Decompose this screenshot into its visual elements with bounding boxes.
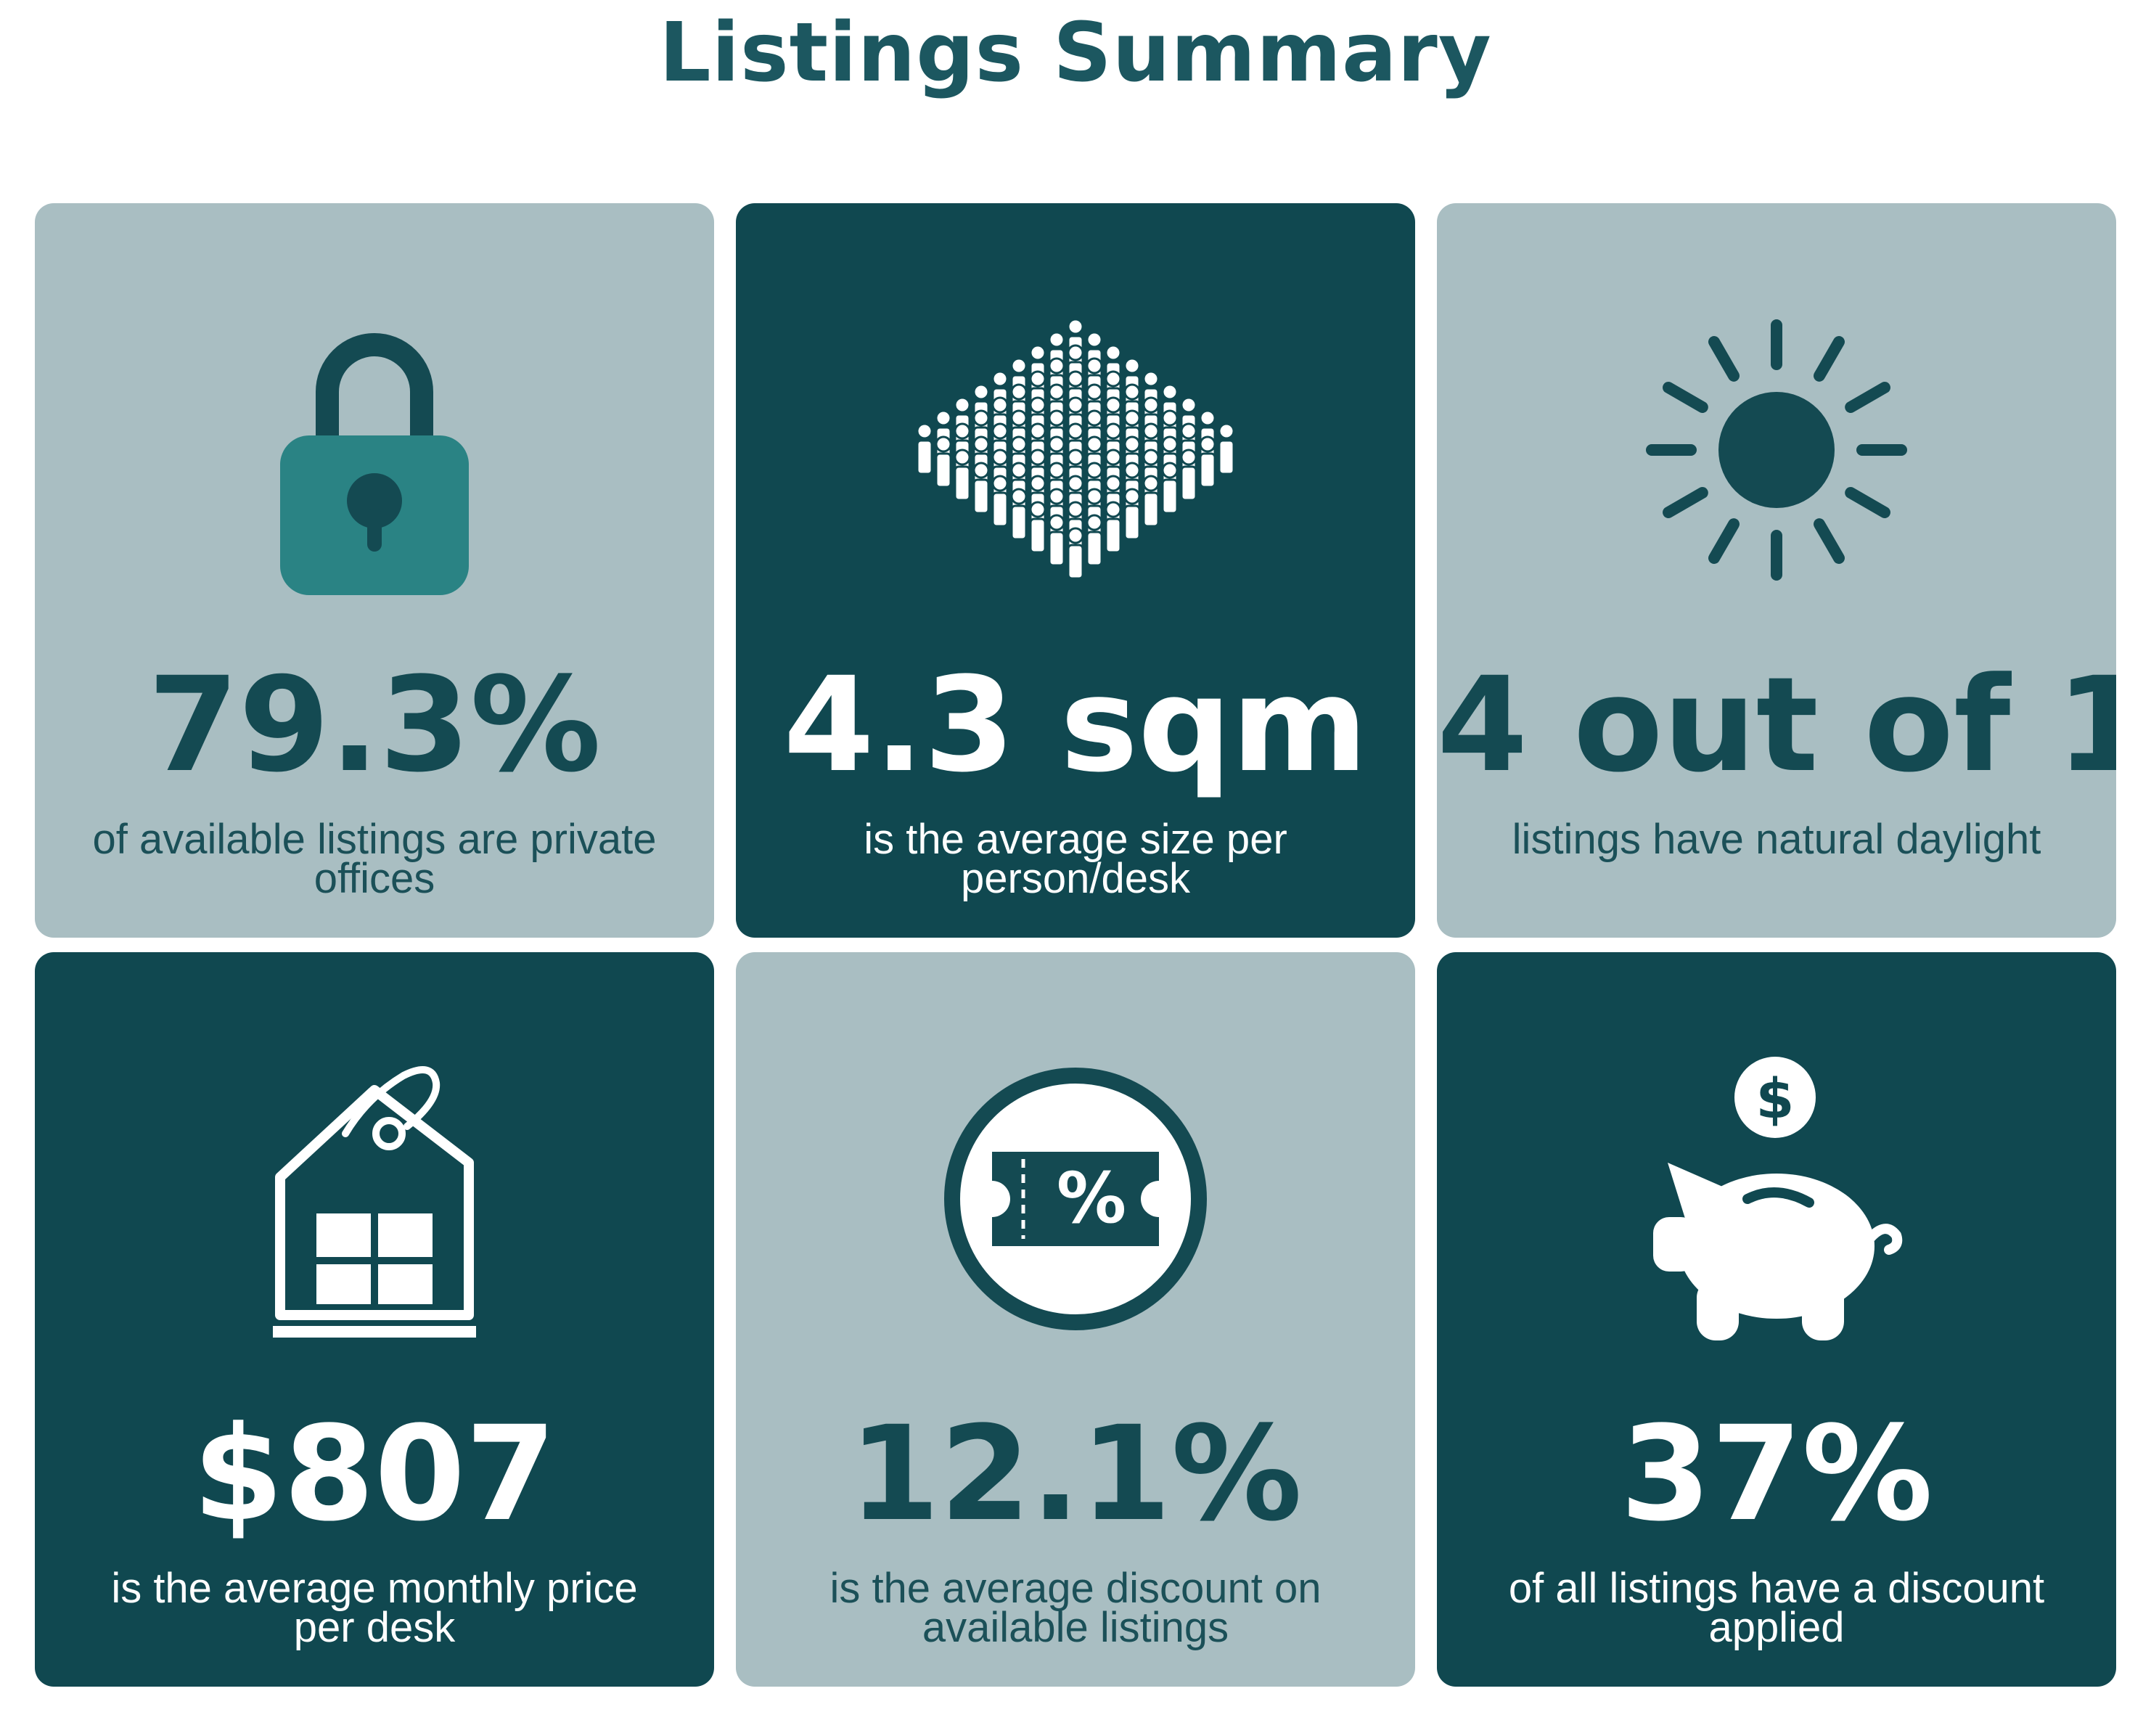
piggy-bank-icon: $ — [1653, 1057, 1903, 1340]
card-monthly-price: $807 is the average monthly price per de… — [35, 952, 714, 1687]
card-average-size: 4.3 sqm is the average size per person/d… — [736, 203, 1415, 938]
svg-text:%: % — [1057, 1158, 1126, 1239]
stat-description: of all listings have a discount applied — [1508, 1565, 2045, 1651]
summary-grid: 79.3% of available listings are private … — [35, 203, 2116, 1687]
card-private-offices: 79.3% of available listings are private … — [35, 203, 714, 938]
sun-icon — [1646, 319, 1907, 581]
stat-value: 37% — [1620, 1399, 1933, 1550]
discount-ticket-icon: % — [944, 1068, 1207, 1330]
stat-value: 4.3 sqm — [783, 650, 1368, 801]
stat-description: listings have natural daylight — [1512, 816, 2041, 863]
stat-value: 79.3% — [147, 650, 602, 801]
stat-value: 4 out of 10 — [1437, 650, 2116, 801]
padlock-icon — [280, 333, 469, 595]
stat-description: is the average discount on available lis… — [829, 1565, 1322, 1651]
house-price-tag-icon — [273, 1066, 476, 1338]
stat-value: $807 — [192, 1399, 557, 1550]
stat-value: 12.1% — [848, 1399, 1303, 1550]
stat-description: of available listings are private office… — [92, 816, 657, 902]
stat-description: is the average size per person/desk — [864, 816, 1287, 902]
crowd-icon — [916, 318, 1235, 580]
card-discount-applied: $ 37% of all listings have a discount ap… — [1437, 952, 2116, 1687]
page-title: Listings Summary — [659, 6, 1492, 100]
svg-text:$: $ — [1756, 1066, 1795, 1131]
card-average-discount: % 12.1% is the average discount on avail… — [736, 952, 1415, 1687]
stat-description: is the average monthly price per desk — [111, 1565, 638, 1651]
card-natural-daylight: 4 out of 10 listings have natural daylig… — [1437, 203, 2116, 938]
